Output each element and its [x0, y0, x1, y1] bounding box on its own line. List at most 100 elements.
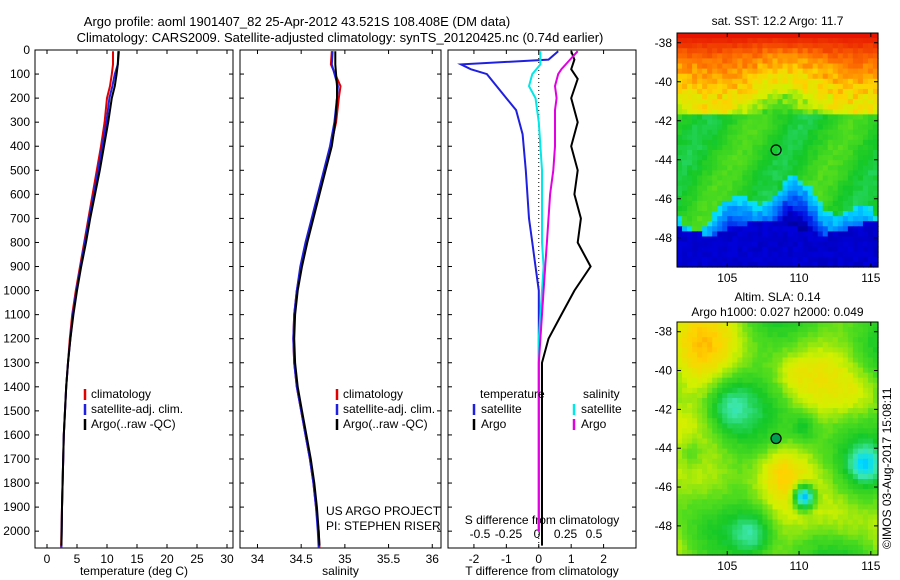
map-cell	[737, 180, 743, 187]
map-cell	[707, 129, 713, 136]
map-cell	[872, 479, 879, 485]
map-cell	[842, 509, 849, 516]
map-cell	[767, 539, 774, 546]
map-cell	[797, 332, 804, 338]
map-cell	[712, 332, 718, 338]
map-cell	[777, 362, 784, 369]
map-cell	[792, 83, 799, 90]
map-cell	[752, 499, 759, 505]
map-cell	[817, 33, 824, 39]
map-cell	[787, 246, 794, 253]
map-cell	[732, 88, 738, 95]
map-cell	[707, 99, 713, 105]
map-cell	[687, 150, 693, 156]
map-cell	[682, 332, 688, 338]
map-cell	[857, 185, 864, 192]
map-cell	[777, 408, 784, 414]
map-cell	[687, 397, 693, 404]
map-cell	[807, 160, 814, 166]
map-cell	[722, 180, 728, 187]
map-cell	[697, 367, 703, 374]
map-cell	[757, 524, 764, 531]
map-cell	[757, 221, 764, 227]
map-cell	[847, 48, 854, 54]
map-cell	[752, 190, 759, 197]
map-cell	[727, 129, 733, 136]
map-cell	[807, 529, 814, 536]
map-cell	[717, 327, 723, 333]
map-cell	[702, 256, 708, 263]
map-cell	[797, 205, 804, 212]
map-cell	[712, 463, 718, 470]
map-cell	[817, 539, 824, 546]
map-cell	[857, 246, 864, 253]
map-cell	[797, 413, 804, 419]
map-cell	[697, 104, 703, 110]
map-cell	[782, 83, 789, 90]
map-cell	[757, 211, 764, 217]
map-cell	[812, 83, 819, 90]
map-cell	[802, 453, 809, 460]
map-cell	[762, 413, 769, 419]
map-cell	[832, 463, 839, 470]
map-cell	[857, 519, 864, 526]
map-cell	[807, 327, 814, 333]
map-cell	[697, 221, 703, 227]
map-cell	[702, 129, 708, 136]
map-cell	[732, 499, 738, 505]
map-cell	[852, 479, 859, 485]
map-cell	[812, 473, 819, 480]
map-cell	[822, 549, 829, 556]
map-cell	[722, 342, 728, 348]
map-cell	[692, 473, 698, 480]
map-cell	[867, 150, 874, 156]
map-cell	[692, 372, 698, 379]
map-cell	[812, 144, 819, 151]
map-cell	[727, 418, 733, 424]
map-cell	[732, 453, 738, 460]
map-cell	[797, 428, 804, 435]
map-cell	[747, 428, 753, 435]
map-cell	[792, 433, 799, 440]
map-cell	[677, 58, 683, 65]
map-cell	[797, 99, 804, 105]
map-cell	[727, 58, 733, 65]
map-cell	[727, 43, 733, 49]
map-cell	[742, 261, 748, 268]
map-cell	[737, 83, 743, 90]
map-cell	[727, 139, 733, 146]
map-cell	[772, 418, 779, 424]
map-cell	[872, 246, 879, 253]
map-cell	[822, 170, 829, 177]
map-cell	[837, 403, 844, 409]
map-cell	[702, 337, 708, 343]
map-cell	[727, 48, 733, 54]
map-cell	[747, 68, 753, 75]
map-cell	[792, 458, 799, 465]
map-cell	[727, 33, 733, 39]
series-line-2	[60, 51, 120, 546]
map-cell	[842, 119, 849, 126]
map-cell	[727, 423, 733, 429]
map-cell	[752, 175, 759, 182]
map-cell	[857, 428, 864, 435]
map-cell	[762, 114, 769, 121]
map-cell	[772, 458, 779, 465]
map-cell	[797, 408, 804, 414]
map-cell	[762, 479, 769, 485]
map-cell	[747, 63, 753, 70]
map-cell	[837, 221, 844, 227]
map-cell	[772, 332, 779, 338]
map-cell	[702, 387, 708, 394]
map-cell	[857, 448, 864, 455]
map-cell	[857, 494, 864, 500]
map-cell	[847, 256, 854, 263]
map-cell	[777, 78, 784, 85]
map-cell	[797, 170, 804, 177]
map-cell	[797, 489, 804, 495]
map-cell	[747, 387, 753, 394]
map-cell	[732, 63, 738, 70]
map-cell	[697, 109, 703, 115]
map-cell	[722, 241, 728, 248]
map-cell	[682, 499, 688, 505]
